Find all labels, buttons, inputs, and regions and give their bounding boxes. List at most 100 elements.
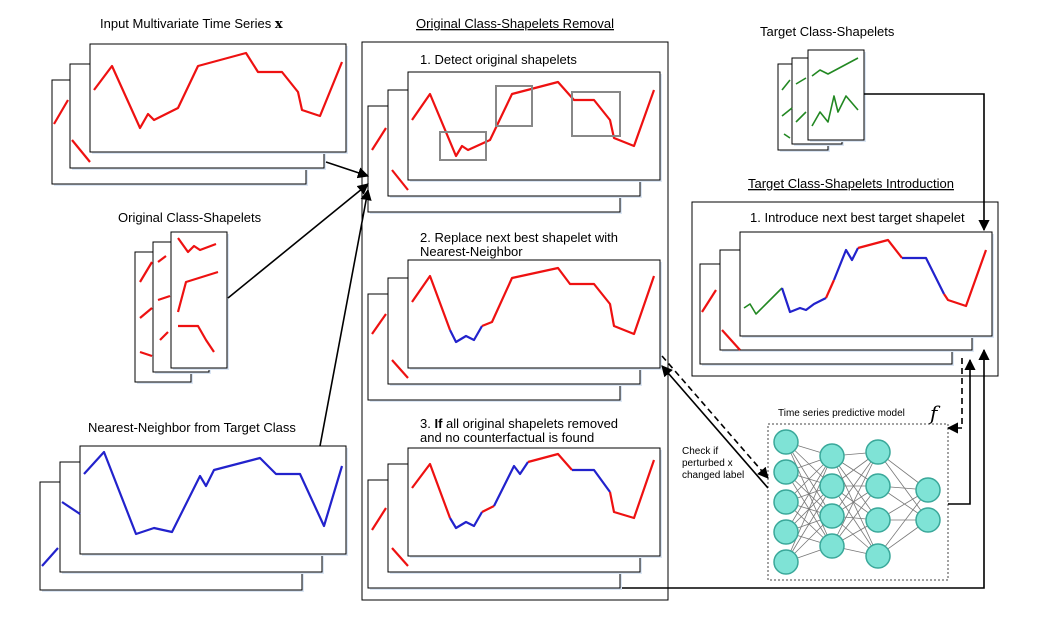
arrow-target-to-intro xyxy=(864,93,990,232)
nn-edge xyxy=(785,485,833,563)
removal-section: Original Class-Shapelets Removal 1. Dete… xyxy=(361,16,669,601)
target-shapelet-seg xyxy=(795,111,807,123)
input-series-title: Input Multivariate Time Series x xyxy=(100,16,283,32)
input-series-line-2 xyxy=(71,139,91,163)
detected-shapelet-box-3 xyxy=(571,91,621,137)
nn-node xyxy=(865,439,891,465)
nn-edge xyxy=(785,455,833,533)
nn-node xyxy=(819,443,845,469)
step2-line-3 xyxy=(371,313,387,335)
nn-node xyxy=(773,519,799,545)
step1-line-3 xyxy=(371,127,387,151)
nn-edge xyxy=(831,451,879,517)
model-symbol: f xyxy=(928,401,941,425)
nn-node xyxy=(819,503,845,529)
introduction-frame xyxy=(691,201,999,377)
step3-line-3 xyxy=(371,507,387,531)
nn-edge xyxy=(831,455,879,557)
arrow-shapelets-to-removal xyxy=(227,183,369,299)
step2-label-line1: 2. Replace next best shapelet with xyxy=(420,230,618,245)
original-shapelets-title: Original Class-Shapelets xyxy=(118,210,262,225)
arrows xyxy=(227,93,990,589)
step2-label-line2: Nearest-Neighbor xyxy=(420,244,523,259)
shapelet-seg xyxy=(177,237,217,254)
intro-line-1-blue-b xyxy=(832,247,859,281)
target-shapelet-card-1 xyxy=(807,49,865,141)
input-series-line-1 xyxy=(93,51,344,130)
arrow-model-to-intro xyxy=(948,358,976,505)
nn-card-1 xyxy=(79,445,347,555)
nn-edge xyxy=(831,485,879,557)
intro-step1-label: 1. Introduce next best target shapelet xyxy=(750,210,965,225)
model-label: Time series predictive model xyxy=(778,408,905,419)
arrow-intro-to-model xyxy=(946,358,963,434)
check-label-line1: Check if xyxy=(682,446,718,457)
intro-line-2 xyxy=(721,329,741,351)
step2-line-1-red-b xyxy=(481,266,656,336)
check-label-line3: changed label xyxy=(682,470,744,481)
arrow-input-to-removal xyxy=(325,161,370,179)
check-label: Check if perturbed x changed label xyxy=(682,446,744,481)
step2-card-1 xyxy=(407,259,661,369)
step3-line-1-red-c xyxy=(527,452,573,471)
nn-edge xyxy=(877,489,929,557)
nn-node xyxy=(773,549,799,575)
introduction-section: Target Class-Shapelets Introduction 1. I… xyxy=(691,176,999,377)
arrow-removal-to-model xyxy=(661,355,769,479)
input-series-stack: Input Multivariate Time Series x xyxy=(51,16,348,186)
original-shapelet-card-1 xyxy=(170,231,228,369)
shapelet-seg xyxy=(139,307,153,319)
step1-line-2 xyxy=(391,169,409,191)
predictive-model: Time series predictive model f xyxy=(767,401,949,581)
arrow-model-to-removal xyxy=(661,365,769,489)
check-label-line2: perturbed x xyxy=(682,458,733,469)
nn-edge xyxy=(831,451,879,547)
step2-line-1-red xyxy=(411,274,452,331)
model-frame xyxy=(767,423,949,581)
step3-line-1-blue-c xyxy=(572,468,611,493)
step1-card-1 xyxy=(407,71,661,181)
step3-line-2 xyxy=(391,547,409,567)
detected-shapelet-box-1 xyxy=(439,131,487,161)
intro-line-1-blue-c xyxy=(902,256,945,295)
step2-line-1-blue xyxy=(449,325,483,344)
shapelet-seg xyxy=(139,261,153,283)
nn-node xyxy=(915,477,941,503)
target-shapelets-stack: Target Class-Shapelets xyxy=(760,24,895,152)
nn-nodes xyxy=(773,429,941,575)
target-shapelets-title: Target Class-Shapelets xyxy=(760,24,895,39)
target-shapelet-seg xyxy=(783,133,791,139)
intro-line-1-green xyxy=(743,287,783,315)
step3-card-1 xyxy=(407,447,661,557)
step3-panel: 3. If all original shapelets removed and… xyxy=(367,416,662,590)
nn-node xyxy=(865,543,891,569)
step3-line-1-red xyxy=(411,462,452,519)
intro-line-1-blue xyxy=(780,287,827,314)
nn-node xyxy=(819,473,845,499)
target-shapelet-seg xyxy=(811,95,859,127)
target-shapelet-seg xyxy=(795,77,807,85)
nn-line-3 xyxy=(41,547,59,567)
shapelet-seg xyxy=(176,270,219,313)
detected-shapelet-box-2 xyxy=(495,85,533,127)
removal-frame xyxy=(361,41,669,601)
introduction-section-title: Target Class-Shapelets Introduction xyxy=(748,176,954,191)
nn-node xyxy=(865,507,891,533)
shapelet-seg xyxy=(157,294,171,302)
step2-panel: 2. Replace next best shapelet with Neare… xyxy=(367,230,662,402)
target-shapelet-seg xyxy=(811,57,859,77)
step3-line-1-red-d xyxy=(608,459,656,520)
nearest-neighbor-title: Nearest-Neighbor from Target Class xyxy=(88,420,296,435)
intro-card-1 xyxy=(739,231,993,337)
original-shapelets-stack: Original Class-Shapelets xyxy=(118,210,262,384)
shapelet-seg xyxy=(139,350,153,358)
removal-section-title: Original Class-Shapelets Removal xyxy=(416,16,614,31)
nn-node xyxy=(819,533,845,559)
nearest-neighbor-stack: Nearest-Neighbor from Target Class xyxy=(39,420,348,592)
nn-edge xyxy=(831,455,879,521)
nn-edge xyxy=(877,451,929,521)
arrow-nn-to-removal xyxy=(319,188,372,447)
step3-line-1-blue-b xyxy=(493,461,529,507)
nn-node xyxy=(773,459,799,485)
